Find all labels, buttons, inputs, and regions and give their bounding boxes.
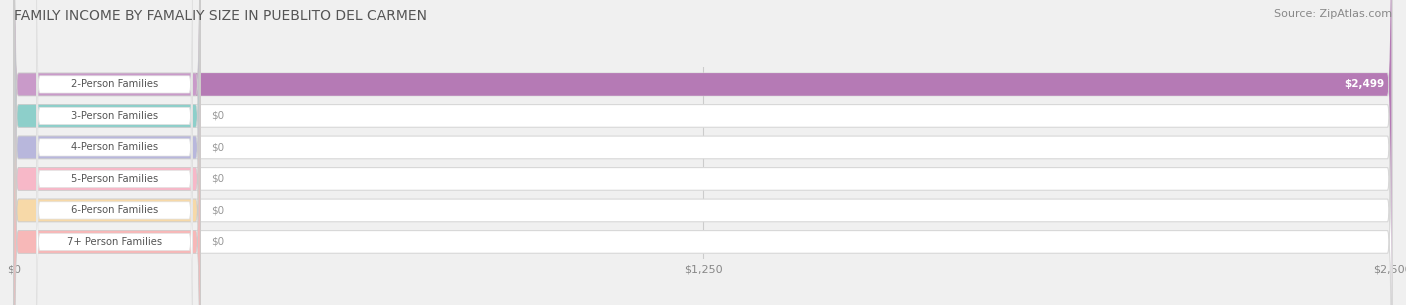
FancyBboxPatch shape (14, 0, 200, 305)
FancyBboxPatch shape (37, 0, 193, 296)
Text: $0: $0 (211, 111, 224, 121)
Text: FAMILY INCOME BY FAMALIY SIZE IN PUEBLITO DEL CARMEN: FAMILY INCOME BY FAMALIY SIZE IN PUEBLIT… (14, 9, 427, 23)
Text: $0: $0 (211, 206, 224, 215)
Text: 3-Person Families: 3-Person Families (70, 111, 157, 121)
Text: 4-Person Families: 4-Person Families (70, 142, 157, 152)
Text: 6-Person Families: 6-Person Families (70, 206, 157, 215)
FancyBboxPatch shape (37, 30, 193, 305)
Text: 7+ Person Families: 7+ Person Families (67, 237, 162, 247)
FancyBboxPatch shape (37, 0, 193, 305)
Text: $0: $0 (211, 174, 224, 184)
Text: $0: $0 (211, 142, 224, 152)
Text: 5-Person Families: 5-Person Families (70, 174, 157, 184)
FancyBboxPatch shape (14, 0, 1392, 305)
FancyBboxPatch shape (14, 0, 1392, 305)
FancyBboxPatch shape (14, 0, 200, 305)
FancyBboxPatch shape (14, 1, 200, 305)
FancyBboxPatch shape (37, 0, 193, 305)
FancyBboxPatch shape (37, 0, 193, 265)
FancyBboxPatch shape (14, 0, 200, 305)
FancyBboxPatch shape (14, 0, 1392, 305)
FancyBboxPatch shape (14, 0, 200, 305)
Text: $0: $0 (211, 237, 224, 247)
FancyBboxPatch shape (37, 62, 193, 305)
FancyBboxPatch shape (14, 0, 1392, 305)
FancyBboxPatch shape (14, 0, 1392, 305)
FancyBboxPatch shape (14, 0, 200, 305)
Text: Source: ZipAtlas.com: Source: ZipAtlas.com (1274, 9, 1392, 19)
Text: 2-Person Families: 2-Person Families (70, 79, 157, 89)
FancyBboxPatch shape (14, 1, 1392, 305)
FancyBboxPatch shape (14, 0, 1392, 305)
Text: $2,499: $2,499 (1344, 79, 1385, 89)
